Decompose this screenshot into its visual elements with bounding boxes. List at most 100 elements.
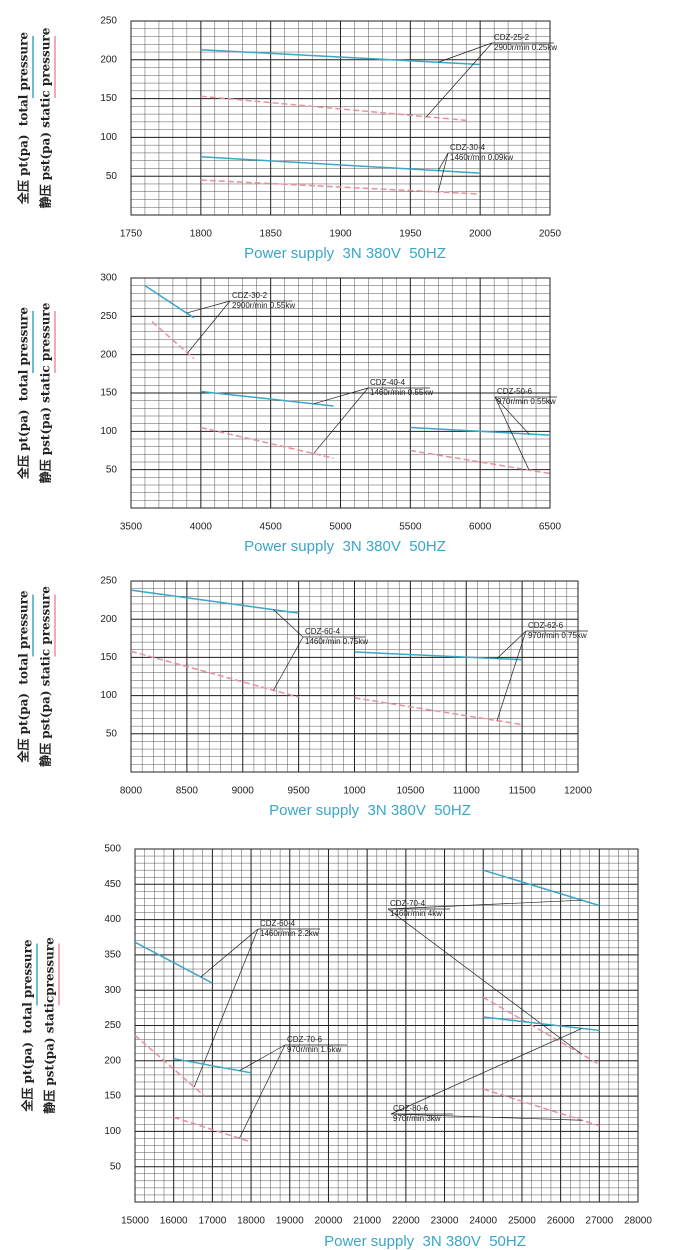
- y-tick-label: 150: [100, 93, 117, 104]
- x-tick-label: 2050: [539, 229, 562, 240]
- static-curve: [410, 449, 551, 475]
- y-tick-label: 250: [104, 1020, 121, 1031]
- model-spec: 1460r/min 0.75kw: [305, 637, 368, 646]
- x-tick-label: 19000: [276, 1216, 304, 1227]
- model-spec: 2900r/min 0.25kw: [494, 43, 557, 52]
- leader: [390, 1028, 583, 1115]
- x-tick-label: 4500: [260, 522, 283, 533]
- total-curve: [130, 589, 299, 614]
- leader: [437, 152, 449, 193]
- leader: [494, 396, 530, 471]
- leader: [387, 899, 582, 910]
- x-tick-label: 15000: [121, 1216, 149, 1227]
- leader: [387, 908, 583, 1055]
- y-tick-label: 200: [100, 54, 117, 65]
- y-tick-label: 200: [104, 1055, 121, 1066]
- model-spec: 970r/min 3kw: [393, 1114, 441, 1123]
- x-tick-label: 25000: [508, 1216, 536, 1227]
- leader: [187, 300, 231, 354]
- leader: [273, 609, 304, 638]
- y-axis-label: 静压 pst(pa) static pressure: [38, 302, 53, 483]
- total-curve: [173, 1057, 252, 1074]
- y-tick-label: 100: [104, 1126, 121, 1137]
- leader: [313, 387, 369, 454]
- leader: [313, 387, 369, 405]
- model-spec: 1460r/min 2.2kw: [260, 929, 319, 938]
- static-curve: [483, 1088, 600, 1127]
- x-tick-label: 8500: [176, 786, 199, 797]
- x-tick-label: 5500: [399, 522, 422, 533]
- x-tick-label: 9000: [232, 786, 255, 797]
- y-tick-label: 100: [100, 426, 117, 437]
- model-spec: 1460r/min 0.09kw: [450, 153, 513, 162]
- x-tick-label: 1000: [343, 786, 366, 797]
- y-tick-label: 50: [110, 1161, 122, 1172]
- total-curve: [134, 941, 213, 984]
- leader: [426, 42, 493, 117]
- x-tick-label: 1950: [399, 229, 422, 240]
- y-tick-label: 150: [104, 1091, 121, 1102]
- static-curve: [354, 697, 523, 726]
- model-spec: 970r/min 0.75kw: [528, 631, 587, 640]
- y-tick-label: 50: [106, 464, 118, 475]
- x-tick-label: 1900: [329, 229, 352, 240]
- leader: [273, 636, 304, 691]
- model-label: CDZ-70-4: [390, 899, 426, 908]
- leader: [186, 300, 231, 314]
- leader: [239, 1044, 286, 1071]
- x-tick-label: 20000: [315, 1216, 343, 1227]
- x-tick-label: 8000: [120, 786, 143, 797]
- model-label: CDZ-70-6: [287, 1035, 323, 1044]
- y-tick-label: 450: [104, 879, 121, 890]
- y-tick-label: 150: [100, 652, 117, 663]
- leader: [193, 928, 259, 1088]
- model-label: CDZ-62-6: [528, 621, 564, 630]
- model-label: CDZ-60-4: [305, 627, 341, 636]
- x-axis-label: Power supply 3N 380V 50HZ: [244, 538, 446, 555]
- x-tick-label: 1850: [260, 229, 283, 240]
- y-tick-label: 250: [100, 16, 117, 27]
- leader: [239, 1044, 286, 1139]
- y-axis-label: 全压 pt(pa) total pressure: [16, 32, 31, 205]
- x-tick-label: 24000: [469, 1216, 497, 1227]
- static-curve: [134, 1034, 206, 1097]
- x-tick-label: 6000: [469, 522, 492, 533]
- total-curve: [410, 426, 551, 436]
- x-tick-label: 28000: [624, 1216, 652, 1227]
- x-tick-label: 21000: [353, 1216, 381, 1227]
- total-curve: [483, 1016, 600, 1032]
- x-tick-label: 11000: [453, 786, 481, 797]
- x-tick-label: 1800: [190, 229, 213, 240]
- y-tick-label: 250: [100, 576, 117, 587]
- total-curve: [200, 390, 334, 407]
- x-tick-label: 11500: [509, 786, 537, 797]
- y-tick-label: 350: [104, 950, 121, 961]
- model-spec: 970r/min 1.5kw: [287, 1045, 341, 1054]
- static-curve: [151, 321, 195, 360]
- x-axis-label: Power supply 3N 380V 50HZ: [269, 802, 471, 819]
- y-tick-label: 200: [100, 349, 117, 360]
- y-tick-label: 50: [106, 171, 118, 182]
- model-label: CDZ-80-6: [393, 1104, 429, 1113]
- x-tick-label: 18000: [237, 1216, 265, 1227]
- model-label: CDZ-50-6: [497, 387, 533, 396]
- x-tick-label: 6500: [539, 522, 562, 533]
- leader: [200, 928, 259, 978]
- model-spec: 970r/min 0.55kw: [497, 397, 556, 406]
- static-curve: [200, 426, 334, 459]
- y-axis-label: 静压 pst(pa) static pressure: [38, 27, 53, 208]
- total-curve: [200, 48, 481, 66]
- model-spec: 1460r/min 0.55kw: [370, 388, 433, 397]
- y-tick-label: 500: [104, 844, 121, 855]
- model-label: CDZ-60-4: [260, 919, 296, 928]
- x-tick-label: 22000: [392, 1216, 420, 1227]
- model-spec: 2900r/min 0.55kw: [232, 301, 295, 310]
- y-axis-label: 全压 pt(pa) total pressure: [16, 307, 31, 480]
- x-tick-label: 23000: [431, 1216, 459, 1227]
- y-tick-label: 100: [100, 690, 117, 701]
- y-axis-label: 静压 pst(pa) static pressure: [38, 586, 53, 767]
- y-tick-label: 400: [104, 914, 121, 925]
- y-tick-label: 200: [100, 614, 117, 625]
- model-spec: 1460r/min 4kw: [390, 909, 442, 918]
